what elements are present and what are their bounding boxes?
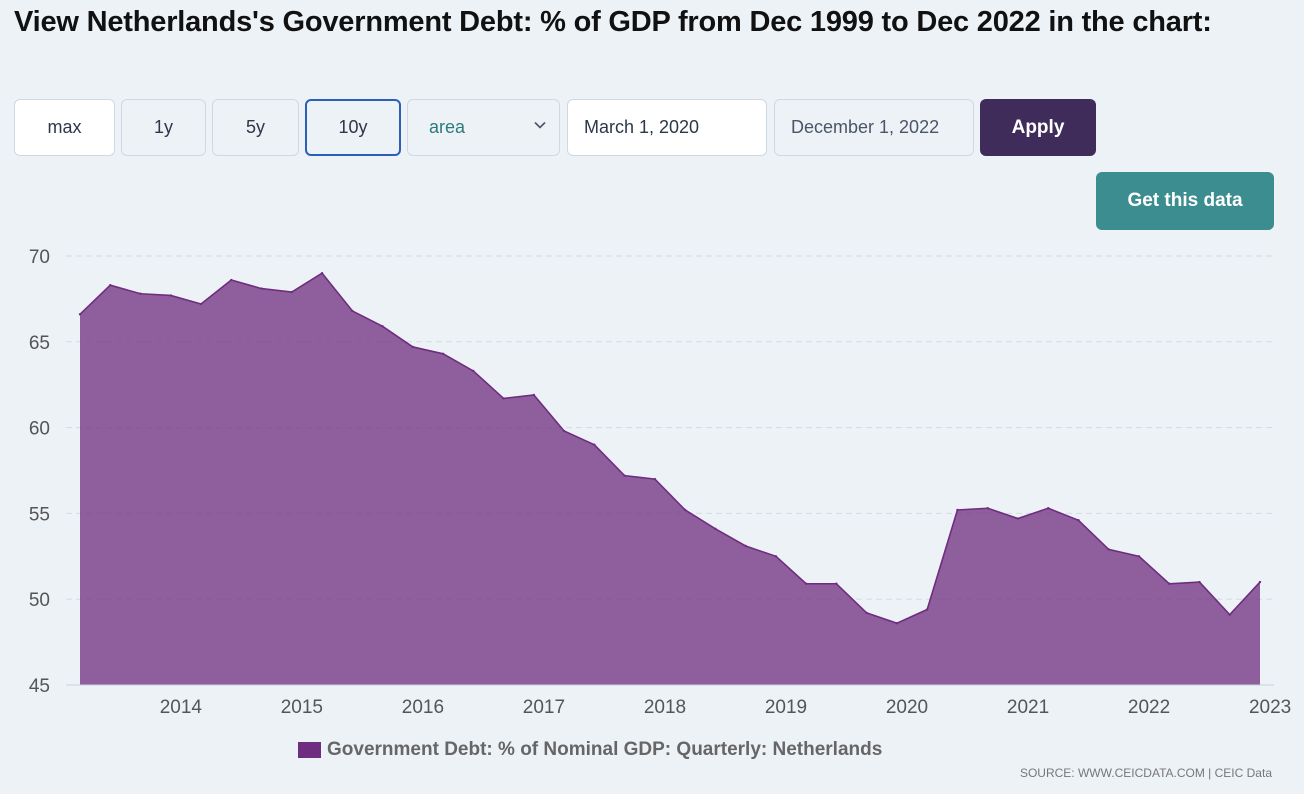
chart-legend[interactable]: Government Debt: % of Nominal GDP: Quart… [298, 739, 882, 761]
range-button-5y[interactable]: 5y [212, 99, 299, 156]
data-point-2015-03[interactable] [320, 271, 324, 275]
data-point-2022-03[interactable] [1168, 582, 1171, 585]
data-point-2021-03[interactable] [1047, 507, 1050, 510]
chart-area: 45 50 55 60 65 70 2014 2015 2016 2017 2018 2019 202… [29, 247, 1291, 718]
x-tick-label: 2014 [160, 697, 203, 718]
x-tick-label: 2021 [1007, 697, 1049, 718]
chevron-down-icon [534, 121, 546, 129]
apply-button[interactable]: Apply [980, 99, 1096, 156]
x-tick-label: 2023 [1249, 697, 1291, 718]
chart-type-value: area [429, 117, 466, 137]
x-tick-label: 2022 [1128, 697, 1170, 718]
data-point-2016-03[interactable] [441, 352, 445, 356]
data-point-2017-09[interactable] [623, 474, 626, 477]
data-point-2020-12[interactable] [1016, 517, 1020, 520]
data-point-2016-06[interactable] [472, 369, 475, 373]
data-point-2016-12[interactable] [532, 393, 536, 397]
data-point-2020-09[interactable] [986, 507, 989, 510]
data-point-2018-03[interactable] [683, 508, 687, 512]
data-point-2021-09[interactable] [1107, 548, 1110, 551]
data-point-2013-09[interactable] [139, 292, 142, 295]
data-point-2021-12[interactable] [1137, 555, 1141, 558]
x-tick-label: 2020 [886, 697, 928, 718]
y-tick-label: 55 [29, 504, 50, 525]
data-point-2017-03[interactable] [562, 429, 566, 433]
data-point-2014-06[interactable] [230, 278, 233, 282]
x-tick-label: 2016 [402, 697, 444, 718]
series-line [79, 272, 1261, 625]
data-point-2018-06[interactable] [714, 527, 717, 531]
data-point-2017-06[interactable] [593, 443, 596, 446]
chart-type-select[interactable]: area [407, 99, 560, 156]
data-point-2021-06[interactable] [1077, 519, 1080, 522]
data-point-2019-03[interactable] [804, 582, 808, 585]
data-point-2013-06[interactable] [109, 283, 112, 287]
start-date-input[interactable]: March 1, 2020 [567, 99, 767, 156]
get-data-button[interactable]: Get this data [1096, 172, 1274, 230]
data-point-2020-03[interactable] [925, 608, 929, 611]
data-point-2013-12[interactable] [169, 294, 172, 297]
range-button-1y[interactable]: 1y [121, 99, 206, 156]
y-tick-label: 65 [29, 333, 50, 354]
data-point-2015-12[interactable] [411, 345, 415, 349]
legend-swatch [298, 742, 321, 758]
y-tick-label: 60 [29, 419, 50, 440]
legend-label: Government Debt: % of Nominal GDP: Quart… [327, 739, 883, 760]
source-credit: SOURCE: WWW.CEICDATA.COM | CEIC Data [1019, 766, 1272, 780]
end-date-input[interactable]: December 1, 2022 [774, 99, 974, 156]
data-point-2017-12[interactable] [653, 477, 657, 481]
y-tick-label: 45 [29, 676, 50, 697]
y-tick-label: 70 [29, 247, 50, 268]
data-point-2013-03[interactable] [78, 313, 82, 316]
data-point-2014-03[interactable] [199, 302, 203, 306]
range-button-10y[interactable]: 10y [305, 99, 401, 156]
data-point-2014-09[interactable] [260, 287, 263, 290]
data-point-2022-06[interactable] [1198, 580, 1201, 584]
page-title: View Netherlands's Government Debt: % of… [14, 6, 1212, 38]
data-point-2018-12[interactable] [774, 555, 778, 558]
x-tick-label: 2015 [281, 697, 323, 718]
data-point-2015-09[interactable] [381, 325, 384, 328]
data-point-2016-09[interactable] [502, 397, 505, 400]
data-point-2014-12[interactable] [290, 290, 293, 294]
data-point-2022-12[interactable] [1258, 580, 1262, 584]
x-tick-label: 2017 [523, 697, 565, 718]
data-point-2020-06[interactable] [956, 508, 959, 512]
data-point-2015-06[interactable] [351, 309, 354, 313]
data-point-2019-06[interactable] [835, 582, 838, 585]
data-point-2022-09[interactable] [1228, 613, 1231, 616]
series-area [80, 273, 1260, 685]
data-point-2019-12[interactable] [895, 622, 899, 625]
data-point-2019-09[interactable] [865, 611, 868, 615]
range-button-max[interactable]: max [14, 99, 115, 156]
x-tick-label: 2018 [644, 697, 686, 718]
x-tick-label: 2019 [765, 697, 807, 718]
data-point-2018-09[interactable] [744, 544, 747, 548]
y-tick-label: 50 [29, 590, 50, 611]
